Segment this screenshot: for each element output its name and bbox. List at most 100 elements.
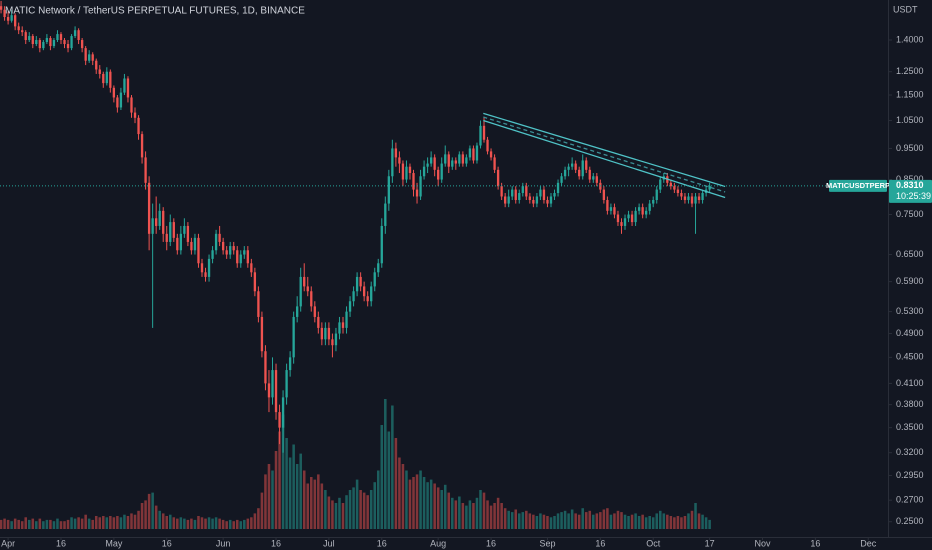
x-tick-label: Jun — [216, 538, 231, 548]
volume-bar — [228, 519, 232, 529]
volume-bar — [267, 464, 271, 529]
candle-body — [394, 148, 398, 158]
volume-bar — [352, 487, 355, 529]
candle-body — [380, 225, 383, 264]
x-tick-label: 16 — [56, 538, 66, 548]
volume-bar — [295, 464, 299, 529]
x-tick-label: Sep — [539, 538, 555, 548]
volume-bar — [708, 519, 711, 529]
candle-body — [211, 250, 214, 259]
volume-bar — [394, 438, 398, 529]
volume-bar — [493, 503, 496, 529]
volume-bar — [535, 516, 539, 529]
volume-bar — [147, 493, 151, 529]
candle-body — [313, 306, 316, 317]
volume-bar — [496, 497, 500, 529]
candle-body — [257, 291, 260, 317]
x-tick-label: 16 — [810, 538, 820, 548]
volume-bar — [313, 479, 317, 529]
volume-bar — [6, 519, 10, 529]
candle-body — [306, 286, 309, 292]
volume-bar — [517, 513, 521, 529]
volume-bar — [398, 457, 401, 529]
candle-body — [465, 157, 468, 164]
candle-body — [669, 182, 673, 187]
volume-bar — [42, 521, 45, 529]
volume-bar — [644, 517, 648, 529]
volume-bar — [500, 503, 503, 529]
candle-body — [225, 250, 228, 255]
volume-bar — [27, 519, 31, 529]
candle-body — [116, 97, 119, 108]
volume-bar — [475, 497, 479, 529]
candle-body — [606, 200, 609, 211]
volume-bar — [193, 519, 197, 529]
volume-bar — [366, 495, 369, 529]
volume-bar — [211, 518, 214, 529]
volume-bar — [570, 509, 574, 529]
candle-body — [324, 327, 327, 340]
volume-bar — [133, 514, 137, 529]
volume-bar — [292, 444, 295, 529]
volume-bar — [239, 521, 243, 529]
volume-bar — [278, 431, 281, 529]
candle-body — [165, 233, 168, 242]
candle-body — [183, 225, 186, 234]
candle-body — [119, 92, 123, 108]
x-tick-label: Aug — [430, 538, 446, 548]
candle-body — [130, 97, 133, 113]
volume-bar — [655, 513, 659, 529]
volume-bar — [620, 512, 623, 529]
candle-body — [645, 210, 648, 215]
candle-body — [422, 166, 426, 177]
x-tick-label: Dec — [860, 538, 877, 548]
volume-bar — [560, 512, 563, 529]
candle-body — [585, 160, 588, 170]
volume-bar — [190, 518, 193, 529]
candle-body — [123, 78, 126, 93]
volume-bar — [373, 482, 376, 529]
volume-bar — [429, 479, 433, 529]
candle-body — [472, 148, 475, 161]
volume-bar — [630, 514, 634, 529]
volume-bar — [176, 518, 179, 529]
volume-bar — [281, 414, 285, 529]
y-tick-label: 1.0500 — [896, 115, 924, 125]
volume-bar — [401, 464, 405, 529]
volume-bar — [225, 521, 228, 529]
candle-body — [518, 193, 521, 201]
volume-bar — [465, 505, 468, 529]
y-tick-label: 0.4900 — [896, 328, 924, 338]
volume-bar — [588, 510, 592, 529]
volume-bar — [408, 479, 412, 529]
candle-body — [454, 160, 457, 164]
volume-bar — [651, 517, 655, 529]
volume-bar — [627, 516, 630, 529]
x-tick-label: Jul — [323, 538, 335, 548]
candle-body — [281, 397, 285, 428]
volume-bar — [73, 518, 77, 529]
candle-body — [387, 176, 390, 204]
candle-body — [288, 357, 292, 371]
volume-bar — [362, 492, 366, 529]
candle-body — [10, 15, 13, 21]
volume-bar — [637, 516, 641, 529]
candle-body — [539, 189, 542, 197]
volume-bar — [186, 519, 190, 529]
volume-bar — [3, 518, 6, 529]
candle-body — [690, 196, 694, 204]
candle-body — [630, 214, 634, 223]
volume-bar — [479, 490, 482, 529]
price-tag — [889, 179, 932, 203]
volume-bar — [525, 510, 528, 529]
x-tick-label: 16 — [595, 538, 605, 548]
candle-body — [676, 189, 680, 194]
volume-bar — [56, 518, 59, 529]
candle-body — [616, 214, 620, 223]
candle-body — [578, 169, 581, 177]
volume-bar — [172, 517, 176, 529]
currency-label: USDT — [893, 4, 918, 14]
volume-bar — [687, 513, 690, 529]
candle-body — [373, 272, 376, 287]
candle-body — [398, 157, 401, 164]
